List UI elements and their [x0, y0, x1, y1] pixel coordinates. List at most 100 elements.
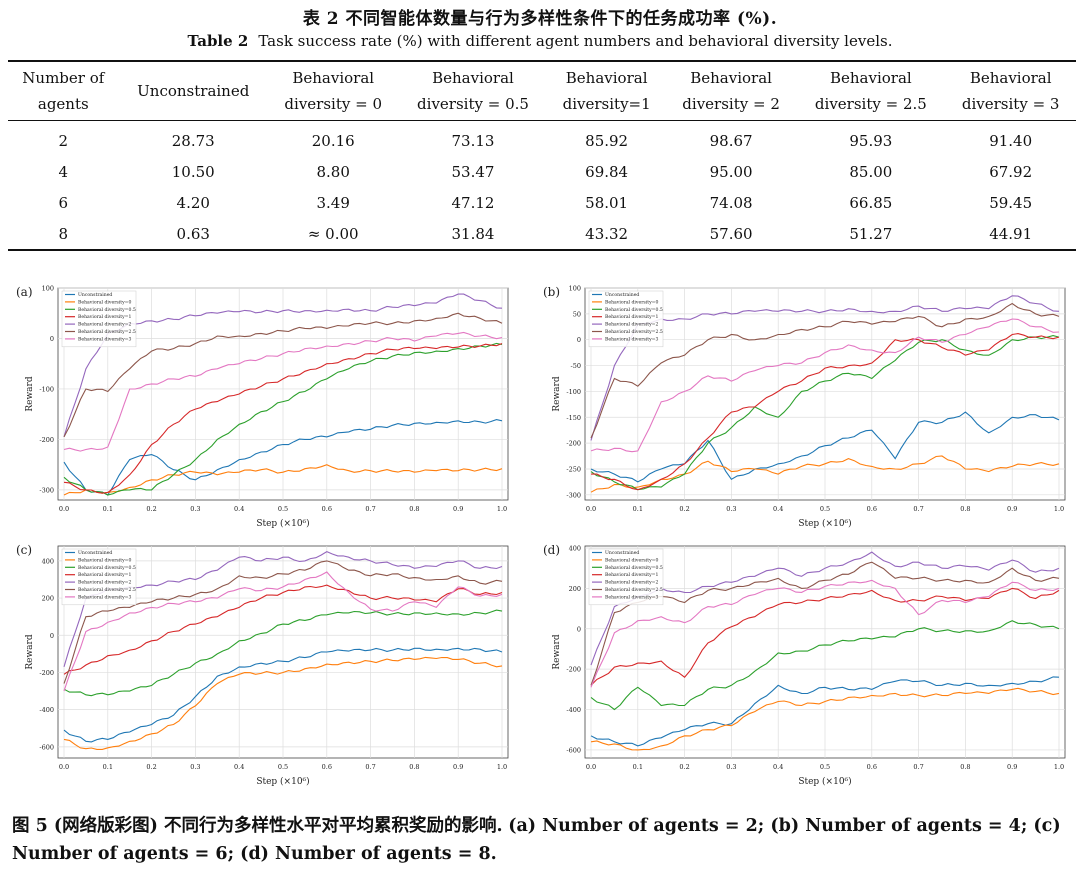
- legend-entry: Behavioral diversity=0: [605, 557, 659, 563]
- x-tick-label: 0.2: [146, 763, 156, 771]
- series-line: [590, 551, 1060, 666]
- success-rate-cell: 57.60: [709, 224, 753, 243]
- y-tick-label: -200: [39, 436, 54, 444]
- table-row: 8 0.63 ≈ 0.00 31.84 43.32 57.60 51.27 44.91: [8, 218, 1076, 250]
- y-tick-label: 200: [569, 585, 581, 593]
- x-tick-label: 0.4: [234, 505, 244, 513]
- y-tick-label: 0: [50, 632, 54, 640]
- table-title-text: Task success rate (%) with different age…: [258, 32, 893, 50]
- x-tick-label: 0.0: [59, 505, 69, 513]
- header-line: agents: [37, 95, 89, 113]
- x-tick-label: 1.0: [1054, 763, 1064, 771]
- y-tick-label: -300: [566, 491, 581, 499]
- table-header-cell: Behavioral diversity = 2.5: [796, 61, 945, 121]
- agent-count-cell: 8: [58, 224, 69, 243]
- panel-label: (c): [16, 543, 32, 557]
- y-tick-label: -150: [566, 414, 581, 422]
- success-rate-cell: 44.91: [989, 224, 1033, 243]
- y-tick-label: -250: [566, 465, 581, 473]
- legend-entry: Behavioral diversity=2: [78, 580, 132, 586]
- y-axis-label: Reward: [25, 634, 35, 669]
- table-title-cn: 表 2 不同智能体数量与行为多样性条件下的任务成功率 (%).: [302, 9, 778, 29]
- y-tick-label: -400: [566, 706, 581, 714]
- chart-panel-b: (b) 0.0 0.1 0.2 0.3 0.4 0.5 0.6 0.7 0.8 0.9 1.0 100 5…: [541, 280, 1071, 538]
- success-rate-cell: 85.00: [849, 162, 893, 181]
- chart-panel-d: (d) 0.0 0.1 0.2 0.3 0.4 0.5 0.6 0.7 0.8 0.9 1.0 400 2…: [541, 538, 1071, 796]
- series-line: [63, 550, 503, 668]
- legend-entry: Behavioral diversity=2.5: [605, 587, 663, 593]
- x-tick-label: 1.0: [497, 505, 507, 513]
- y-axis-label: Reward: [552, 634, 562, 669]
- x-tick-label: 0.9: [453, 763, 463, 771]
- y-axis-label: Reward: [25, 376, 35, 411]
- success-rate-cell: ≈ 0.00: [307, 224, 359, 243]
- figure-caption-cn: 图 5 (网络版彩图) 不同行为多样性水平对平均累积奖励的影响.: [12, 816, 503, 836]
- legend-entry: Behavioral diversity=2.5: [605, 329, 663, 335]
- chart-panel-c: (c) 0.0 0.1 0.2 0.3 0.4 0.5 0.6 0.7 0.8 0.9 1.0 400 2…: [14, 538, 514, 796]
- success-rate-table: Number of agents Unconstrained Behavioral di…: [8, 60, 1076, 251]
- success-rate-cell: 85.92: [585, 131, 629, 150]
- series-line: [63, 647, 503, 743]
- x-tick-label: 0.5: [278, 763, 288, 771]
- agent-count-cell: 4: [58, 162, 69, 181]
- x-tick-label: 0.8: [409, 763, 419, 771]
- y-tick-label: 200: [42, 595, 54, 603]
- table-header-cell: Unconstrained: [119, 61, 268, 121]
- legend-entry: Behavioral diversity=0: [605, 299, 659, 305]
- chart-panel-a: (a) 0.0 0.1 0.2 0.3 0.4 0.5 0.6 0.7 0.8 0.9 1.0 100 0…: [14, 280, 514, 538]
- x-tick-label: 0.6: [322, 505, 332, 513]
- x-axis-label: Step (×10⁶): [798, 518, 851, 529]
- series-line: [591, 333, 1060, 491]
- y-tick-label: -300: [39, 486, 54, 494]
- y-tick-label: 400: [569, 545, 581, 553]
- x-tick-label: 1.0: [497, 763, 507, 771]
- legend-entry: Behavioral diversity=0.5: [78, 307, 136, 313]
- x-tick-label: 0.0: [586, 763, 596, 771]
- series-line: [590, 411, 1060, 483]
- x-tick-label: 0.7: [913, 505, 923, 513]
- panel-label: (a): [16, 285, 33, 299]
- x-tick-label: 0.3: [190, 763, 200, 771]
- legend-entry: Unconstrained: [78, 550, 112, 556]
- series-line: [590, 676, 1060, 747]
- x-tick-label: 0.5: [820, 505, 830, 513]
- x-tick-label: 0.2: [679, 763, 689, 771]
- success-rate-cell: 59.45: [989, 193, 1033, 212]
- header-line: diversity = 0.5: [417, 95, 529, 113]
- legend-box: [588, 290, 664, 348]
- legend-box: [588, 548, 664, 606]
- table-row: 4 10.50 8.80 53.47 69.84 95.00 85.00 67.92: [8, 156, 1076, 187]
- series-line: [590, 318, 1060, 453]
- x-tick-label: 0.0: [59, 763, 69, 771]
- header-line: Behavioral: [292, 69, 375, 87]
- header-line: diversity=1: [562, 95, 651, 113]
- y-tick-label: 100: [42, 285, 54, 293]
- y-tick-label: -200: [566, 440, 581, 448]
- legend-entry: Behavioral diversity=0: [78, 557, 132, 563]
- y-tick-label: 400: [42, 557, 54, 565]
- panel-label: (b): [543, 285, 560, 299]
- agent-count-cell: 6: [58, 193, 69, 212]
- header-line: diversity = 2: [682, 95, 780, 113]
- series-line: [63, 342, 503, 496]
- series-line: [63, 584, 503, 675]
- legend-entry: Behavioral diversity=1: [78, 314, 132, 320]
- figure-caption-en: (a) Number of agents = 2; (b) Number of …: [12, 816, 1061, 864]
- series-line: [590, 561, 1060, 686]
- success-rate-cell: 58.01: [585, 193, 629, 212]
- x-tick-label: 1.0: [1054, 505, 1064, 513]
- legend-entry: Behavioral diversity=2: [605, 580, 659, 586]
- y-tick-label: 0: [577, 336, 581, 344]
- figure-caption: 图 5 (网络版彩图) 不同行为多样性水平对平均累积奖励的影响. (a) Num…: [12, 812, 1072, 868]
- success-rate-cell: 51.27: [849, 224, 893, 243]
- header-line: Number of: [22, 69, 105, 87]
- legend-entry: Unconstrained: [605, 292, 639, 298]
- table-body: 2 28.73 20.16 73.13 85.92 98.67 95.93 91.40 4 10.…: [8, 121, 1076, 250]
- series-line: [63, 560, 503, 684]
- x-tick-label: 0.6: [867, 505, 877, 513]
- series-line: [63, 464, 503, 496]
- x-axis-label: Step (×10⁶): [798, 776, 851, 787]
- x-tick-label: 0.3: [726, 505, 736, 513]
- y-tick-label: -100: [566, 388, 581, 396]
